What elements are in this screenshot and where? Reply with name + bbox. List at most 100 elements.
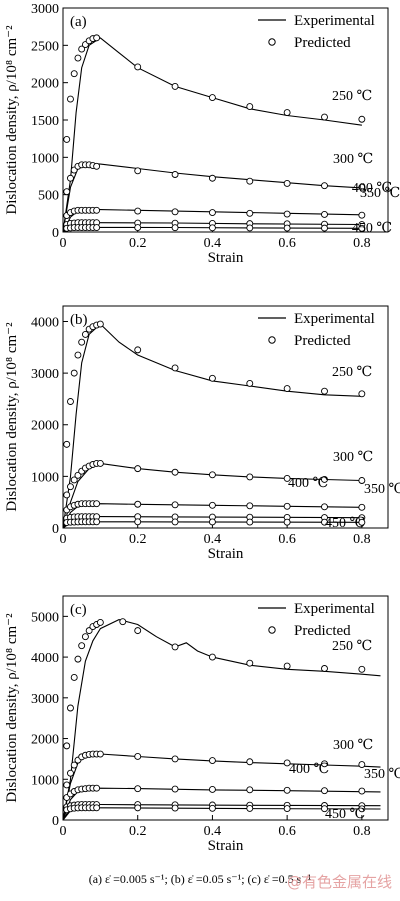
predicted-point bbox=[74, 351, 82, 359]
x-tick-label: 0.2 bbox=[129, 236, 147, 251]
temperature-label: 350 ℃ bbox=[360, 186, 400, 201]
x-axis-label: Strain bbox=[208, 250, 244, 266]
predicted-point bbox=[96, 320, 104, 328]
series-300C: 300 ℃ bbox=[62, 152, 373, 233]
predicted-point bbox=[283, 109, 291, 116]
predicted-point bbox=[70, 369, 78, 377]
predicted-point bbox=[246, 659, 254, 667]
predicted-point bbox=[93, 500, 101, 508]
experimental-line bbox=[62, 37, 362, 233]
x-tick-label: 0.2 bbox=[129, 824, 147, 839]
series-400C: 400 ℃ bbox=[62, 181, 392, 233]
legend-experimental: Experimental bbox=[294, 13, 375, 29]
predicted-point bbox=[246, 786, 254, 794]
chart-panel-1: 0 500 1000 1500 2000 2500 3000 0 0.2 0.4 0.6 0.8 Str… bbox=[4, 2, 400, 266]
predicted-point bbox=[70, 674, 78, 681]
predicted-point bbox=[70, 70, 78, 78]
predicted-point bbox=[93, 804, 101, 812]
chart-panel-2: 0 1000 2000 3000 4000 0 0.2 0.4 0.6 0.8 Strain Disl… bbox=[4, 305, 400, 562]
y-tick-label: 0 bbox=[52, 814, 59, 829]
predicted-point bbox=[283, 805, 291, 813]
predicted-point bbox=[134, 500, 142, 508]
predicted-point bbox=[171, 785, 179, 793]
panel-label: (c) bbox=[70, 602, 87, 618]
temperature-label: 350 ℃ bbox=[364, 482, 400, 497]
y-tick-label: 0 bbox=[52, 226, 59, 241]
predicted-point bbox=[358, 477, 366, 484]
temperature-label: 300 ℃ bbox=[333, 450, 373, 465]
predicted-point bbox=[283, 474, 291, 482]
predicted-point bbox=[358, 503, 366, 511]
figure-caption: (a) ε̇ =0.005 s⁻¹; (b) ε̇ =0.05 s⁻¹; (c)… bbox=[88, 872, 312, 886]
predicted-point bbox=[63, 135, 71, 143]
predicted-point bbox=[171, 518, 179, 526]
predicted-point bbox=[208, 224, 216, 232]
legend-experimental: Experimental bbox=[294, 601, 375, 617]
series-250C: 250 ℃ bbox=[62, 618, 381, 821]
legend-predicted: Predicted bbox=[294, 623, 351, 639]
predicted-point bbox=[283, 662, 291, 670]
predicted-point bbox=[246, 518, 254, 526]
predicted-point bbox=[67, 174, 74, 182]
legend-predicted: Predicted bbox=[294, 333, 351, 349]
y-tick-label: 3000 bbox=[31, 692, 59, 707]
predicted-point bbox=[283, 224, 291, 232]
series-300C: 300 ℃ bbox=[62, 450, 373, 529]
plot-frame bbox=[62, 595, 389, 821]
predicted-point bbox=[81, 633, 89, 641]
series-450C: 450 ℃ bbox=[62, 516, 366, 531]
y-tick-label: 3000 bbox=[31, 367, 59, 382]
x-tick-label: 0.8 bbox=[353, 532, 371, 547]
y-tick-label: 3000 bbox=[31, 2, 59, 17]
legend-circle-swatch bbox=[268, 38, 276, 46]
y-tick-label: 1000 bbox=[31, 773, 59, 788]
predicted-point bbox=[358, 518, 366, 526]
predicted-point bbox=[283, 210, 291, 218]
predicted-point bbox=[171, 82, 179, 90]
predicted-point bbox=[96, 750, 104, 758]
experimental-line bbox=[62, 787, 381, 821]
experimental-line bbox=[62, 209, 362, 233]
predicted-point bbox=[134, 63, 142, 71]
experimental-line bbox=[62, 503, 362, 529]
series-250C: 250 ℃ bbox=[62, 320, 372, 529]
predicted-point bbox=[134, 785, 142, 793]
predicted-point bbox=[81, 330, 89, 338]
predicted-point bbox=[171, 804, 179, 812]
predicted-point bbox=[208, 501, 216, 509]
x-tick-label: 0.6 bbox=[278, 824, 296, 839]
temperature-label: 450 ℃ bbox=[325, 516, 365, 531]
experimental-line bbox=[62, 462, 362, 529]
predicted-point bbox=[246, 804, 254, 812]
predicted-point bbox=[246, 473, 254, 481]
predicted-point bbox=[208, 374, 216, 382]
predicted-point bbox=[78, 338, 86, 346]
predicted-point bbox=[171, 468, 179, 476]
predicted-point bbox=[208, 471, 216, 479]
series-450C: 450 ℃ bbox=[62, 804, 381, 822]
predicted-point bbox=[93, 162, 101, 170]
predicted-point bbox=[171, 171, 179, 178]
temperature-label: 300 ℃ bbox=[333, 152, 373, 167]
series-450C: 450 ℃ bbox=[62, 221, 392, 236]
predicted-point bbox=[208, 757, 216, 764]
predicted-point bbox=[96, 460, 104, 467]
predicted-point bbox=[358, 761, 366, 769]
predicted-point bbox=[208, 653, 216, 661]
predicted-point bbox=[93, 518, 101, 526]
legend-circle-swatch bbox=[268, 626, 276, 634]
predicted-point bbox=[63, 440, 71, 448]
predicted-point bbox=[246, 379, 254, 387]
x-tick-label: 0 bbox=[60, 532, 67, 547]
predicted-point bbox=[321, 503, 328, 511]
predicted-point bbox=[283, 759, 291, 767]
series-350C: 350 ℃ bbox=[62, 767, 400, 821]
predicted-point bbox=[208, 804, 216, 812]
predicted-point bbox=[63, 742, 71, 750]
temperature-label: 450 ℃ bbox=[325, 807, 365, 822]
predicted-point bbox=[67, 398, 74, 405]
predicted-point bbox=[358, 665, 366, 673]
series-300C: 300 ℃ bbox=[62, 738, 381, 821]
legend-circle-swatch bbox=[268, 336, 276, 344]
predicted-point bbox=[67, 483, 74, 491]
